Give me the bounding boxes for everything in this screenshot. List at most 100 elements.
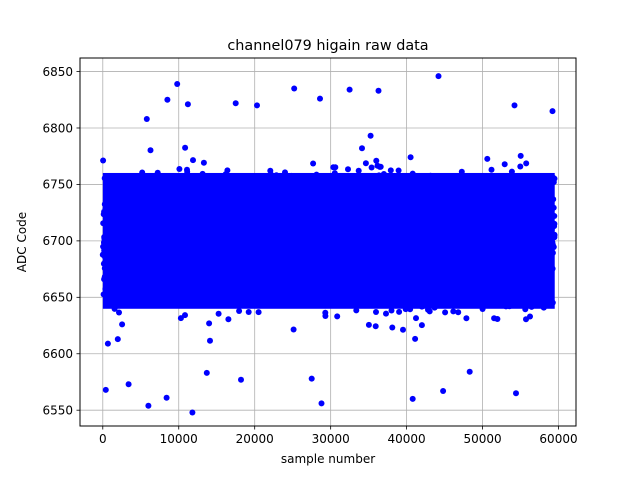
data-point: [372, 219, 379, 226]
data-point: [439, 214, 446, 221]
data-point-outlier: [232, 100, 239, 107]
data-point: [109, 257, 115, 264]
data-point-outlier: [549, 108, 556, 115]
data-point: [207, 293, 214, 299]
data-point: [111, 268, 117, 275]
data-point: [493, 264, 499, 271]
data-point: [338, 236, 344, 243]
data-point: [326, 218, 332, 225]
data-point: [495, 185, 502, 192]
data-point: [399, 284, 406, 291]
data-point: [471, 197, 478, 204]
data-point: [418, 322, 425, 329]
data-point: [240, 196, 247, 202]
data-point: [484, 246, 491, 253]
data-point: [424, 223, 431, 230]
data-point-outlier: [174, 81, 181, 87]
data-point: [465, 292, 472, 299]
data-point: [487, 199, 494, 206]
data-point: [503, 193, 510, 200]
data-point: [265, 216, 272, 223]
data-point-outlier: [254, 102, 260, 109]
data-point: [161, 277, 168, 284]
data-point: [351, 245, 358, 251]
data-point: [454, 286, 461, 293]
data-point: [159, 294, 166, 300]
data-point: [390, 297, 396, 304]
data-point: [250, 199, 257, 206]
data-point: [162, 184, 169, 191]
data-point: [365, 321, 372, 328]
data-point: [423, 196, 430, 203]
data-point: [201, 278, 208, 285]
data-point: [215, 233, 222, 240]
data-point: [395, 167, 402, 174]
data-point: [537, 242, 544, 249]
data-point: [335, 182, 342, 189]
data-point: [449, 181, 455, 188]
data-point: [282, 199, 289, 206]
data-point: [191, 281, 198, 288]
data-point: [288, 252, 295, 259]
data-point: [326, 282, 332, 289]
data-point: [361, 258, 368, 265]
data-point: [440, 231, 447, 238]
data-point: [469, 216, 476, 223]
data-point: [347, 210, 354, 216]
data-point: [229, 212, 236, 219]
data-point: [393, 198, 400, 205]
data-point: [279, 297, 286, 304]
data-point: [297, 199, 304, 206]
data-point: [352, 255, 359, 262]
data-point: [239, 269, 246, 276]
data-point: [278, 208, 285, 215]
data-point: [237, 204, 244, 211]
data-point: [268, 295, 275, 301]
data-point: [199, 170, 206, 177]
data-point: [430, 249, 437, 256]
data-point: [268, 259, 275, 266]
data-point: [102, 205, 109, 212]
data-point: [113, 249, 120, 256]
data-point: [225, 316, 232, 323]
data-point: [519, 208, 526, 215]
data-point: [380, 171, 387, 177]
data-point: [510, 287, 517, 294]
data-point: [212, 210, 219, 217]
data-point: [131, 226, 138, 232]
data-point: [168, 215, 175, 222]
data-point: [146, 283, 153, 290]
data-point: [436, 286, 443, 293]
data-point: [412, 335, 419, 342]
data-point: [136, 216, 143, 223]
data-point: [310, 160, 317, 167]
data-point: [104, 293, 111, 300]
data-point: [462, 190, 469, 197]
data-point: [193, 256, 200, 263]
data-point: [435, 174, 442, 181]
data-point: [339, 255, 346, 262]
data-point: [213, 270, 220, 277]
data-point: [142, 297, 149, 304]
data-point-outlier: [102, 386, 109, 393]
data-point: [346, 196, 353, 203]
data-point: [406, 220, 413, 227]
data-point: [329, 187, 336, 193]
data-point: [419, 222, 426, 229]
data-point: [493, 219, 500, 225]
data-point: [242, 206, 249, 213]
data-point: [303, 282, 310, 289]
data-point: [524, 275, 531, 282]
data-point: [200, 270, 207, 277]
data-point: [507, 247, 514, 254]
data-point: [410, 284, 416, 291]
data-point: [423, 271, 430, 278]
data-point-outlier: [317, 95, 323, 102]
data-point: [377, 163, 384, 170]
data-point: [348, 224, 355, 231]
data-point: [184, 296, 191, 303]
data-point: [269, 185, 276, 192]
data-point: [378, 186, 385, 193]
data-point: [387, 197, 394, 204]
data-point: [199, 222, 206, 229]
